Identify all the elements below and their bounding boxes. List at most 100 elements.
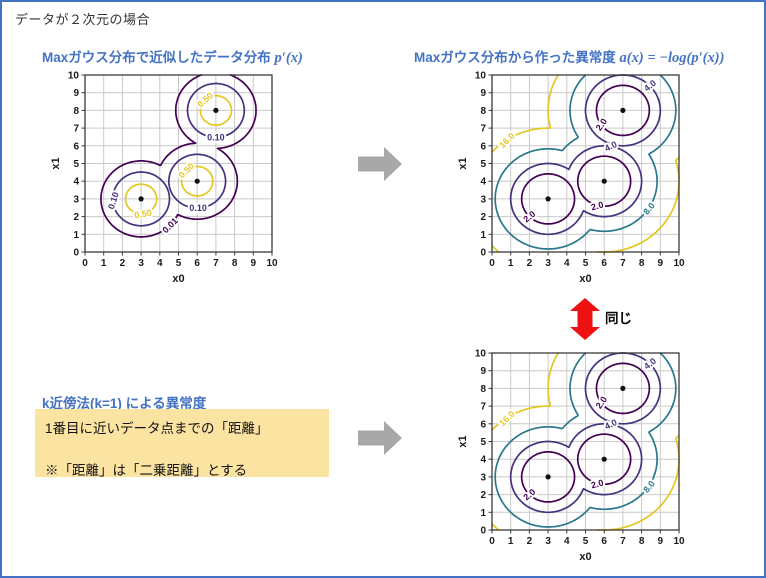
svg-text:8: 8 [73, 106, 79, 117]
svg-text:5: 5 [480, 159, 486, 170]
svg-text:8: 8 [480, 106, 486, 117]
density-plot-title-text: Maxガウス分布で近似したデータ分布 [42, 50, 271, 65]
svg-text:x1: x1 [457, 435, 469, 447]
svg-text:7: 7 [620, 536, 626, 547]
svg-text:2: 2 [120, 258, 126, 269]
svg-text:6: 6 [480, 419, 486, 430]
svg-text:2.0: 2.0 [590, 200, 605, 213]
svg-text:10: 10 [475, 349, 487, 360]
svg-text:1: 1 [480, 230, 486, 241]
svg-text:8: 8 [639, 536, 645, 547]
svg-text:7: 7 [480, 402, 486, 413]
svg-text:x1: x1 [457, 157, 469, 169]
svg-text:3: 3 [480, 194, 486, 205]
svg-text:2: 2 [480, 490, 486, 501]
svg-text:5: 5 [583, 258, 589, 269]
svg-text:0: 0 [480, 526, 486, 537]
svg-text:4: 4 [480, 177, 486, 188]
svg-text:4: 4 [157, 258, 163, 269]
svg-text:1: 1 [480, 508, 486, 519]
svg-text:6: 6 [194, 258, 200, 269]
svg-text:2: 2 [480, 212, 486, 223]
svg-text:4: 4 [73, 177, 79, 188]
svg-text:3: 3 [138, 258, 144, 269]
anomaly-contour-plot-bottom: 2.02.02.04.04.08.016.00 1 2 3 4 5 6 7 8 9 10012345… [457, 349, 685, 564]
svg-text:7: 7 [73, 124, 79, 135]
svg-text:2.0: 2.0 [590, 478, 605, 491]
svg-text:0.50: 0.50 [133, 207, 152, 220]
svg-text:2: 2 [527, 536, 533, 547]
svg-text:10: 10 [475, 71, 487, 82]
svg-text:x0: x0 [579, 551, 591, 563]
anomaly-plot-title: Maxガウス分布から作った異常度 a(x) = −log(p′(x)) [414, 46, 724, 67]
svg-text:5: 5 [73, 159, 79, 170]
svg-text:0.10: 0.10 [207, 132, 225, 142]
svg-text:6: 6 [601, 536, 607, 547]
svg-text:7: 7 [620, 258, 626, 269]
svg-text:3: 3 [480, 472, 486, 483]
svg-text:1: 1 [101, 258, 107, 269]
anomaly-plot-title-math: a(x) = −log(p′(x)) [619, 50, 725, 66]
svg-text:1: 1 [73, 230, 79, 241]
svg-text:x0: x0 [172, 273, 184, 285]
svg-text:4: 4 [564, 536, 570, 547]
svg-text:4.0: 4.0 [642, 356, 658, 372]
density-plot-title: Maxガウス分布で近似したデータ分布 p′(x) [42, 46, 303, 67]
svg-text:5: 5 [583, 536, 589, 547]
svg-text:10: 10 [266, 258, 278, 269]
svg-text:2: 2 [73, 212, 79, 223]
svg-text:4.0: 4.0 [642, 78, 658, 94]
double-arrow-icon [570, 298, 600, 340]
svg-text:6: 6 [480, 141, 486, 152]
svg-text:9: 9 [251, 258, 257, 269]
svg-text:9: 9 [658, 258, 664, 269]
svg-text:10: 10 [673, 536, 685, 547]
anomaly-plot-title-text: Maxガウス分布から作った異常度 [414, 50, 616, 65]
svg-text:0: 0 [489, 258, 495, 269]
svg-text:6: 6 [601, 258, 607, 269]
svg-text:1: 1 [508, 258, 514, 269]
svg-text:x1: x1 [50, 157, 62, 169]
svg-text:3: 3 [545, 536, 551, 547]
knn-title: k近傍法(k=1) による異常度 [42, 396, 207, 411]
density-plot-title-math: p′(x) [274, 50, 303, 66]
same-label: 同じ [605, 311, 632, 326]
svg-text:0: 0 [489, 536, 495, 547]
svg-text:16.0: 16.0 [497, 409, 516, 428]
svg-text:8: 8 [639, 258, 645, 269]
svg-text:7: 7 [213, 258, 219, 269]
knn-note-box: 1番目に近いデータ点までの「距離」 ※「距離」は「二乗距離」とする [35, 409, 329, 478]
svg-text:2.0: 2.0 [521, 209, 537, 225]
svg-text:10: 10 [68, 71, 80, 82]
svg-text:5: 5 [176, 258, 182, 269]
svg-text:2.0: 2.0 [521, 487, 537, 503]
svg-text:0: 0 [82, 258, 88, 269]
svg-text:0.01: 0.01 [160, 216, 179, 235]
svg-text:9: 9 [480, 88, 486, 99]
svg-text:8: 8 [480, 384, 486, 395]
svg-text:3: 3 [73, 194, 79, 205]
svg-text:5: 5 [480, 437, 486, 448]
svg-text:0.10: 0.10 [106, 191, 121, 211]
svg-text:0: 0 [480, 248, 486, 259]
svg-text:4: 4 [564, 258, 570, 269]
svg-text:0.10: 0.10 [189, 203, 207, 213]
svg-text:16.0: 16.0 [497, 131, 516, 150]
svg-text:0: 0 [73, 248, 79, 259]
svg-text:9: 9 [73, 88, 79, 99]
knn-note-line1: 1番目に近いデータ点までの「距離」 [45, 421, 269, 436]
svg-text:2: 2 [527, 258, 533, 269]
svg-text:9: 9 [658, 536, 664, 547]
knn-note-line2: ※「距離」は「二乗距離」とする [45, 463, 248, 478]
svg-text:7: 7 [480, 124, 486, 135]
anomaly-contour-plot-top: 2.02.02.04.04.08.016.00 1 2 3 4 5 6 7 8 9 10012345… [457, 71, 685, 286]
svg-text:6: 6 [73, 141, 79, 152]
svg-text:10: 10 [673, 258, 685, 269]
svg-text:8: 8 [232, 258, 238, 269]
svg-text:4: 4 [480, 455, 486, 466]
svg-text:x0: x0 [579, 273, 591, 285]
page-title: データが２次元の場合 [15, 12, 151, 27]
svg-text:1: 1 [508, 536, 514, 547]
svg-text:9: 9 [480, 366, 486, 377]
